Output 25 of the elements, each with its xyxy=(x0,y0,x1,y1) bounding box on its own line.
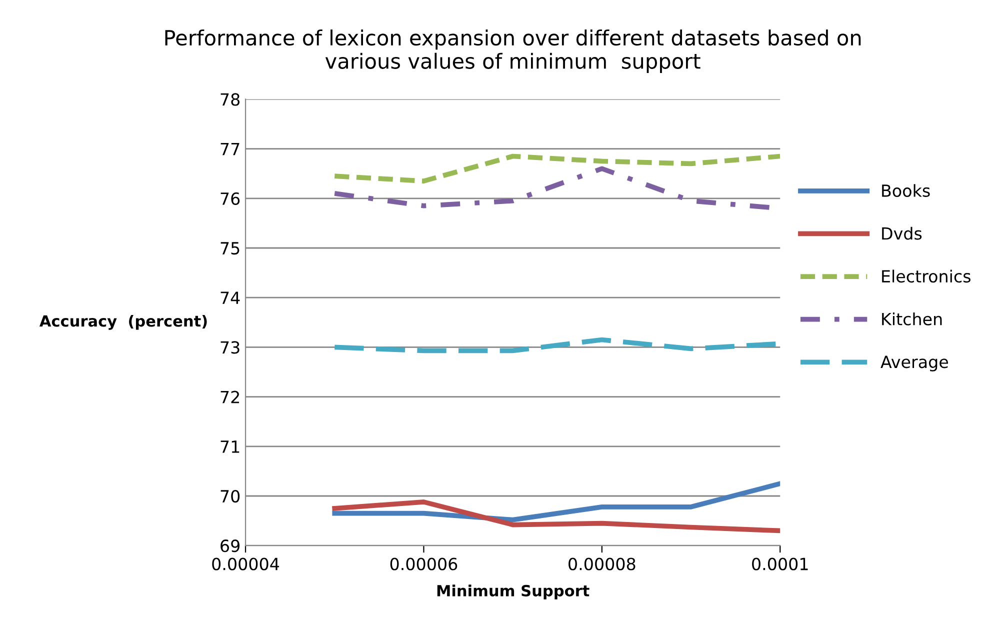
y-tick-label: 72 xyxy=(220,390,239,404)
legend-label: Dvds xyxy=(882,226,922,240)
y-axis-title: Accuracy (percent) xyxy=(39,314,207,330)
x-tick-label: 0.0001 xyxy=(752,558,808,570)
y-tick-label: 76 xyxy=(220,192,240,205)
legend-label: Electronics xyxy=(882,270,970,283)
line-series xyxy=(332,500,780,534)
line-series xyxy=(332,154,780,184)
y-tick-label: 74 xyxy=(220,292,240,304)
y-tick-label: 78 xyxy=(220,93,240,106)
y-tick-label: 73 xyxy=(220,341,240,354)
x-tick-label: 0.00006 xyxy=(390,558,458,570)
x-axis-title: Minimum Support xyxy=(437,584,590,600)
legend-label: Average xyxy=(880,356,948,372)
line-series xyxy=(332,481,780,522)
y-tick-label: 75 xyxy=(220,242,240,255)
y-tick-label: 69 xyxy=(220,540,240,552)
y-tick-label: 71 xyxy=(220,440,240,453)
x-tick-label: 0.00004 xyxy=(212,558,280,570)
legend-label: Kitchen xyxy=(882,312,942,326)
chart-title: Performance of lexicon expansion over different datasets based on various values of minimum support xyxy=(165,29,861,73)
x-tick-label: 0.00008 xyxy=(568,558,636,570)
legend-label: Books xyxy=(882,184,930,197)
y-tick-label: 77 xyxy=(220,142,240,156)
y-tick-label: 70 xyxy=(220,490,240,503)
